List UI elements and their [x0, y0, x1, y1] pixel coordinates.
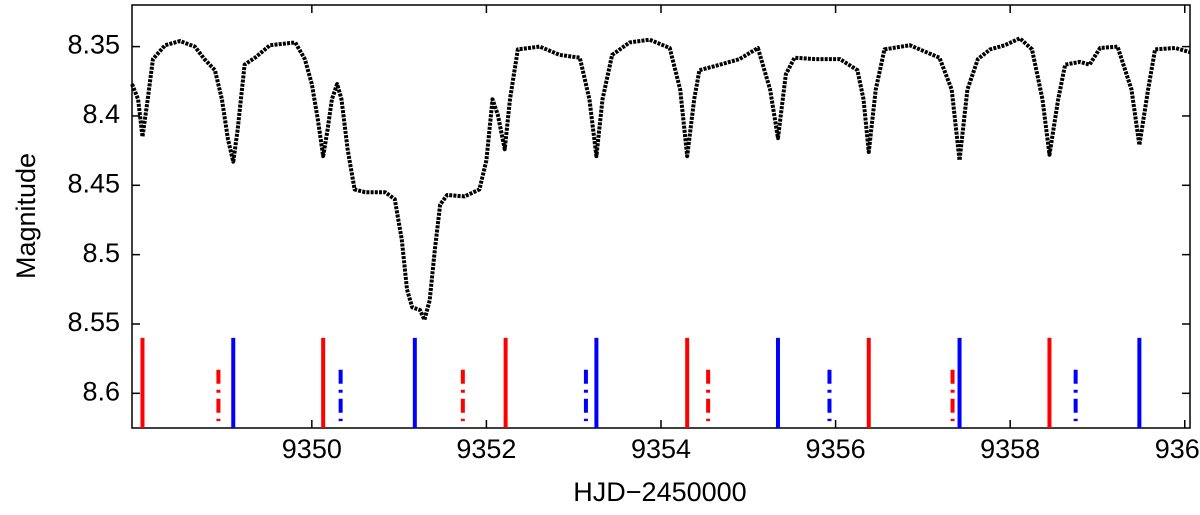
light-curve — [130, 36, 1191, 322]
x-tick-label: 9350 — [282, 434, 342, 464]
x-tick-label: 9358 — [980, 434, 1040, 464]
x-tick-label: 9352 — [456, 434, 516, 464]
y-tick-label: 8.55 — [67, 307, 120, 337]
y-tick-label: 8.6 — [82, 376, 120, 406]
y-axis-label: Magnitude — [11, 153, 41, 279]
x-axis-label: HJD−2450000 — [573, 477, 746, 507]
x-tick-label: 9354 — [631, 434, 691, 464]
y-tick-label: 8.45 — [67, 168, 120, 198]
y-tick-label: 8.35 — [67, 30, 120, 60]
plot-frame — [131, 4, 1191, 429]
y-tick-label: 8.5 — [82, 238, 120, 268]
x-tick-label: 9356 — [806, 434, 866, 464]
x-tick-label: 9360 — [1155, 434, 1200, 464]
y-tick-label: 8.4 — [82, 99, 120, 129]
